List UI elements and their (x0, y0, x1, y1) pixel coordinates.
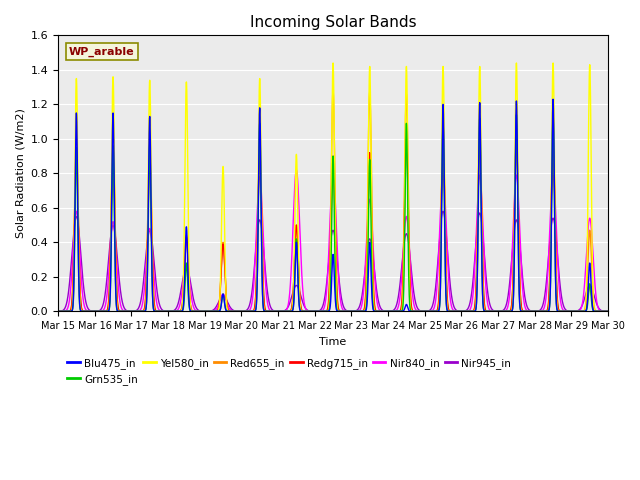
Y-axis label: Solar Radiation (W/m2): Solar Radiation (W/m2) (15, 108, 25, 238)
Title: Incoming Solar Bands: Incoming Solar Bands (250, 15, 417, 30)
X-axis label: Time: Time (319, 336, 347, 347)
Text: WP_arable: WP_arable (69, 47, 134, 57)
Legend: Blu475_in, Grn535_in, Yel580_in, Red655_in, Redg715_in, Nir840_in, Nir945_in: Blu475_in, Grn535_in, Yel580_in, Red655_… (63, 354, 515, 389)
